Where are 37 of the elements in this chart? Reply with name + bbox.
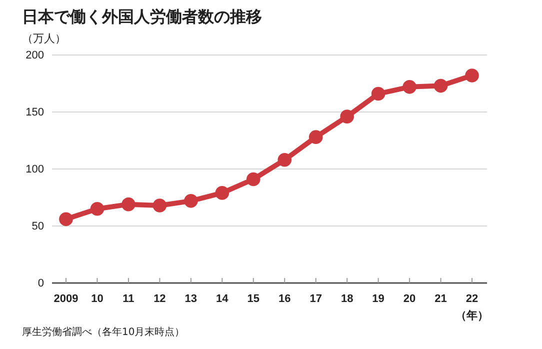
point bbox=[152, 198, 167, 212]
point bbox=[59, 212, 73, 226]
y-tick-label: 100 bbox=[26, 164, 44, 176]
point bbox=[90, 202, 104, 216]
x-tick-label: 11 bbox=[122, 292, 134, 305]
x-tick-label: 14 bbox=[216, 292, 230, 305]
y-tick-label: 200 bbox=[26, 50, 44, 62]
point bbox=[246, 172, 260, 186]
x-tick-label: 21 bbox=[434, 292, 447, 305]
point bbox=[371, 86, 386, 101]
point bbox=[215, 186, 230, 200]
text: 厚生労働省調べ（各年10月末時点） bbox=[22, 326, 185, 338]
x-tick-label: 16 bbox=[278, 292, 291, 305]
chart-title: 日本で働く外国人労働者数の推移 bbox=[22, 7, 262, 26]
point bbox=[402, 80, 416, 94]
x-tick-label: 10 bbox=[91, 292, 104, 305]
x-tick-label: 22 bbox=[466, 292, 478, 305]
x-tick-label: 12 bbox=[154, 292, 166, 305]
x-tick-label: 2009 bbox=[54, 292, 78, 305]
x-tick-label: 15 bbox=[247, 292, 260, 305]
x-tick-label: 18 bbox=[340, 292, 354, 305]
point bbox=[340, 110, 354, 124]
y-tick-label: 50 bbox=[32, 220, 44, 233]
point bbox=[434, 78, 448, 93]
x-tick-label: 19 bbox=[372, 292, 384, 305]
point bbox=[308, 130, 323, 144]
y-tick-label: 0 bbox=[38, 278, 44, 290]
y-axis-title: （万人） bbox=[22, 32, 66, 45]
x-axis-title: （年） bbox=[456, 309, 488, 322]
x-tick-label: 13 bbox=[184, 292, 198, 305]
point bbox=[465, 68, 479, 82]
y-tick-label: 150 bbox=[26, 106, 44, 119]
x-tick-label: 17 bbox=[310, 292, 322, 305]
point bbox=[278, 152, 292, 167]
point bbox=[122, 197, 136, 212]
x-tick-label: 20 bbox=[403, 292, 416, 305]
point bbox=[184, 194, 198, 208]
